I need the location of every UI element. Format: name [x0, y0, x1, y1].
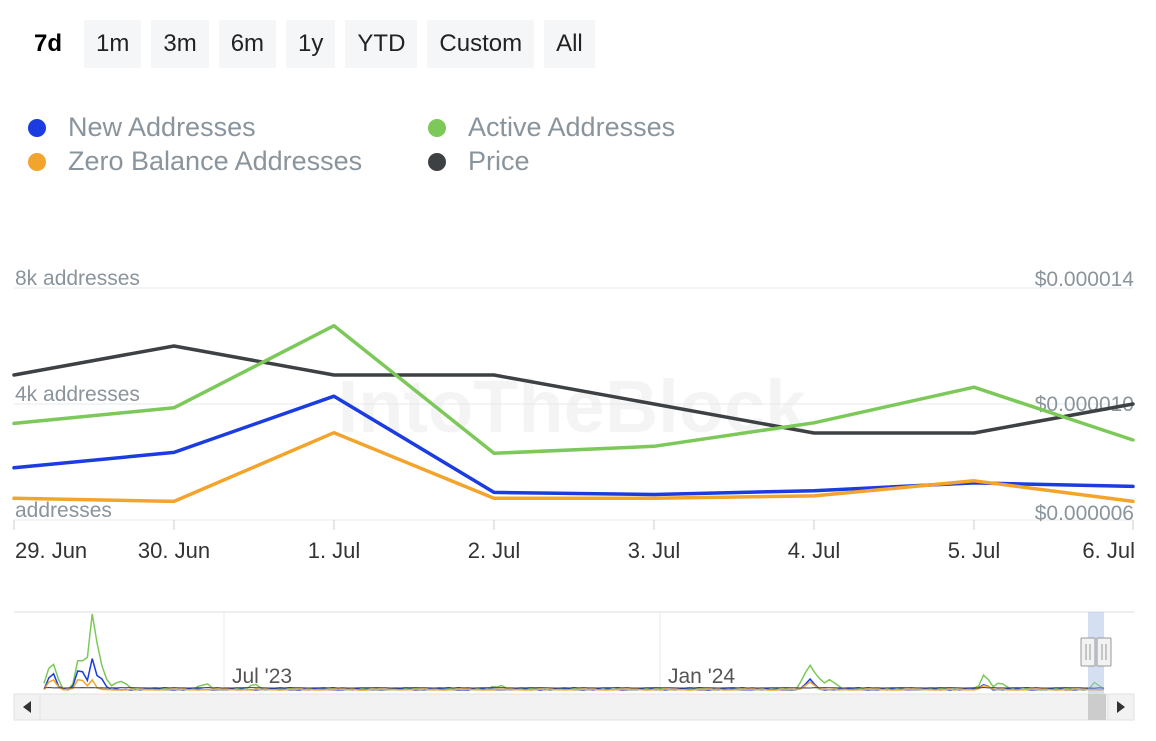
legend-dot-icon: [428, 118, 446, 137]
range-button-1y[interactable]: 1y: [286, 20, 336, 68]
y-left-tick-label: 4k addresses: [15, 383, 140, 406]
arrow-right-icon: [1117, 701, 1125, 713]
y-right-tick-label: $0.000014: [1035, 268, 1135, 291]
legend-item-active-addresses[interactable]: Active Addresses: [428, 112, 675, 143]
navigator-label: Jul '23: [232, 665, 292, 688]
range-selector: 7d 1m 3m 6m 1y YTD Custom All: [22, 20, 595, 68]
legend-item-new-addresses[interactable]: New Addresses: [28, 112, 256, 143]
range-button-7d[interactable]: 7d: [22, 20, 75, 68]
navigator-handle[interactable]: [1096, 637, 1112, 667]
navigator-series-price: [43, 686, 1105, 689]
range-button-1m[interactable]: 1m: [84, 20, 142, 68]
chart-legend: New Addresses Active Addresses Zero Balanc…: [28, 112, 748, 184]
navigator-handle[interactable]: [1080, 637, 1096, 667]
range-button-3m[interactable]: 3m: [151, 20, 209, 68]
y-right-tick-label: $0.000006: [1035, 502, 1134, 525]
y-left-tick-label: 8k addresses: [15, 267, 140, 290]
y-right-tick-label: $0.000010: [1035, 393, 1134, 416]
x-tick-label: 5. Jul: [948, 538, 1001, 563]
arrow-left-icon: [23, 701, 31, 713]
x-tick-label: 29. Jun: [15, 538, 87, 563]
series-line-zero-balance-addresses[interactable]: [12, 430, 1135, 504]
range-button-all[interactable]: All: [544, 20, 595, 68]
y-left-tick-label: addresses: [15, 499, 112, 522]
legend-label: Price: [468, 146, 530, 176]
x-tick-label: 6. Jul: [1082, 538, 1135, 563]
x-tick-label: 2. Jul: [468, 538, 521, 563]
scrollbar-track[interactable]: [13, 693, 1135, 721]
scroll-right-button[interactable]: [1107, 693, 1135, 721]
legend-label: Zero Balance Addresses: [68, 146, 363, 176]
legend-item-price[interactable]: Price: [428, 146, 530, 177]
x-tick-label: 3. Jul: [628, 538, 681, 563]
scroll-left-button[interactable]: [13, 693, 41, 721]
scrollbar-thumb[interactable]: [1088, 694, 1106, 720]
x-tick-label: 30. Jun: [138, 538, 210, 563]
range-button-custom[interactable]: Custom: [427, 20, 535, 68]
legend-label: New Addresses: [68, 112, 256, 142]
navigator-series-active: [43, 613, 1105, 691]
series-line-active-addresses[interactable]: [12, 323, 1135, 456]
range-button-6m[interactable]: 6m: [218, 20, 277, 68]
legend-item-zero-balance-addresses[interactable]: Zero Balance Addresses: [28, 146, 362, 177]
navigator-series-zero: [43, 678, 1105, 691]
legend-dot-icon: [28, 118, 46, 137]
navigator: Jul '23 Jan '24: [13, 611, 1135, 721]
x-tick-label: 1. Jul: [308, 538, 361, 563]
navigator-label: Jan '24: [668, 665, 735, 688]
series-line-price[interactable]: [12, 344, 1135, 435]
legend-dot-icon: [428, 152, 446, 171]
x-tick-label: 4. Jul: [788, 538, 841, 563]
legend-label: Active Addresses: [468, 112, 676, 142]
range-button-ytd[interactable]: YTD: [345, 20, 418, 68]
legend-dot-icon: [28, 152, 46, 171]
